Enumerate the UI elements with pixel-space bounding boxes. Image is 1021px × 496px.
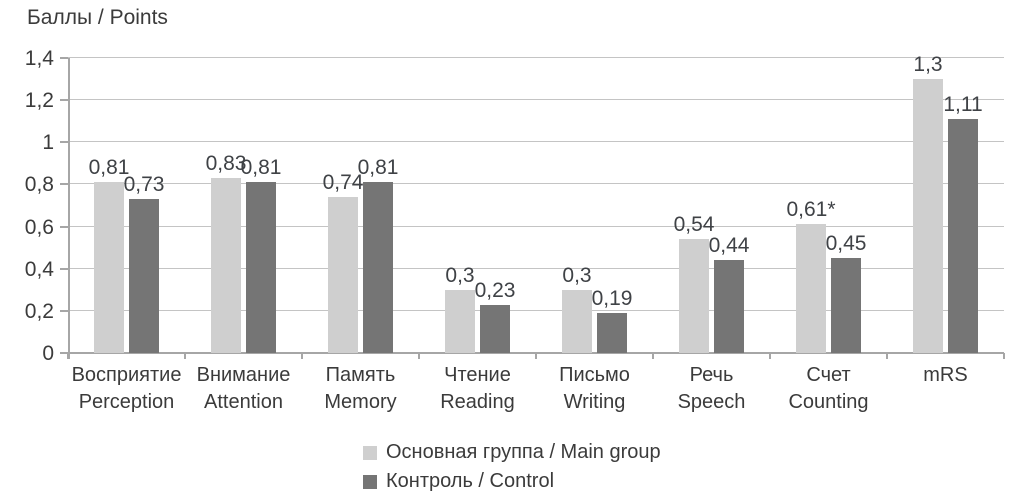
y-axis-tick	[60, 352, 68, 354]
gridline	[68, 267, 1004, 269]
category-label-ru: Память	[325, 364, 396, 386]
y-axis-tick	[60, 267, 68, 270]
bar	[913, 79, 943, 353]
bar	[328, 197, 358, 353]
gridline	[68, 183, 1004, 185]
bar-value-label: 0,3	[562, 264, 592, 287]
legend-label-main-group: Основная группа / Main group	[386, 441, 661, 463]
category-label-ru: Чтение	[444, 364, 511, 386]
bar	[480, 305, 510, 353]
legend-item-main-group: Основная группа / Main group	[363, 438, 661, 467]
bar-value-label: 0,45	[825, 232, 867, 255]
y-axis-tick	[60, 141, 68, 144]
bar	[445, 290, 475, 353]
bar-value-label: 0,81	[88, 156, 130, 179]
y-axis-tick-label: 0,2	[24, 299, 54, 323]
category-label-en: Reading	[440, 391, 515, 413]
bar-value-label: 1,11	[943, 93, 983, 116]
category-label-ru: mRS	[923, 364, 968, 386]
x-axis-category-label: Письмо Writing	[536, 362, 653, 416]
category-label-ru: Счет	[806, 364, 851, 386]
y-axis-title: Баллы / Points	[27, 6, 168, 29]
bar	[246, 182, 276, 353]
gridline	[68, 57, 1004, 58]
bar-value-label: 0,61*	[786, 198, 836, 221]
y-axis-tick-label: 0	[42, 342, 54, 365]
bar-value-label: 0,3	[445, 264, 475, 287]
bar	[679, 239, 709, 353]
category-label-ru: Письмо	[559, 364, 630, 386]
y-axis-tick-label: 0,6	[24, 215, 54, 239]
bar-value-label: 0,74	[322, 171, 364, 194]
bar	[796, 224, 826, 353]
gridline	[68, 309, 1004, 311]
bar	[211, 178, 241, 353]
y-axis-tick-label: 0,8	[24, 173, 54, 197]
x-axis-category-label: mRS	[887, 362, 1004, 389]
legend: Основная группа / Main group Контроль / …	[363, 438, 661, 496]
x-axis-tick	[535, 353, 537, 359]
y-axis-tick-label: 1	[42, 131, 54, 155]
x-axis-category-label: Внимание Attention	[185, 362, 302, 416]
x-axis-tick	[184, 353, 186, 359]
category-label-en: Writing	[563, 391, 626, 413]
x-axis-category-label: Чтение Reading	[419, 362, 536, 416]
x-axis-category-label: Счет Counting	[770, 362, 887, 416]
bar-value-label: 0,19	[591, 287, 633, 310]
bar	[597, 313, 627, 353]
legend-label-control: Контроль / Control	[386, 470, 555, 492]
x-axis-tick	[769, 353, 771, 359]
x-axis-category-label: Восприятие Perception	[68, 362, 185, 416]
x-axis-category-label: Память Memory	[302, 362, 419, 416]
bar	[714, 260, 744, 353]
legend-swatch-control	[363, 474, 377, 489]
gridline	[68, 225, 1004, 227]
bar	[948, 119, 978, 353]
bar-value-label: 1,3	[913, 53, 943, 76]
y-axis-tick-label: 1,4	[24, 47, 54, 70]
bar	[94, 182, 124, 353]
bar	[129, 199, 159, 353]
x-axis-tick	[67, 353, 69, 359]
y-axis-tick	[60, 99, 68, 102]
category-label-en: Memory	[324, 391, 397, 413]
category-label-en: Counting	[788, 391, 869, 413]
category-label-ru: Внимание	[196, 364, 291, 386]
bar-value-label: 0,54	[673, 213, 715, 236]
bar-value-label: 0,73	[123, 173, 165, 196]
x-axis-tick	[652, 353, 654, 359]
y-axis-line	[68, 58, 70, 359]
category-label-en: Attention	[204, 391, 283, 413]
x-axis-tick	[886, 353, 888, 359]
y-axis-tick	[60, 57, 68, 59]
x-axis-tick	[418, 353, 420, 359]
bar-value-label: 0,81	[357, 156, 399, 179]
gridline	[68, 99, 1004, 101]
legend-item-control: Контроль / Control	[363, 467, 661, 496]
x-axis-category-label: Речь Speech	[653, 362, 770, 416]
y-axis-tick	[60, 183, 68, 186]
x-axis-tick	[1003, 353, 1005, 359]
category-label-ru: Восприятие	[71, 364, 182, 386]
legend-swatch-main-group	[363, 445, 377, 460]
bar-value-label: 0,44	[708, 234, 750, 257]
category-label-ru: Речь	[689, 364, 734, 386]
x-axis-tick	[301, 353, 303, 359]
bar	[562, 290, 592, 353]
y-axis-tick	[60, 225, 68, 228]
y-axis-tick-label: 0,4	[24, 257, 54, 281]
category-label-en: Perception	[78, 391, 175, 413]
bar-value-label: 0,83	[205, 152, 247, 175]
bar	[831, 258, 861, 353]
bar-value-label: 0,23	[474, 279, 516, 302]
y-axis-tick	[60, 309, 68, 312]
y-axis-tick-label: 1,2	[24, 89, 54, 113]
category-label-en: Speech	[677, 391, 746, 413]
gridline	[68, 141, 1004, 143]
bar	[363, 182, 393, 353]
bar-value-label: 0,81	[240, 156, 282, 179]
